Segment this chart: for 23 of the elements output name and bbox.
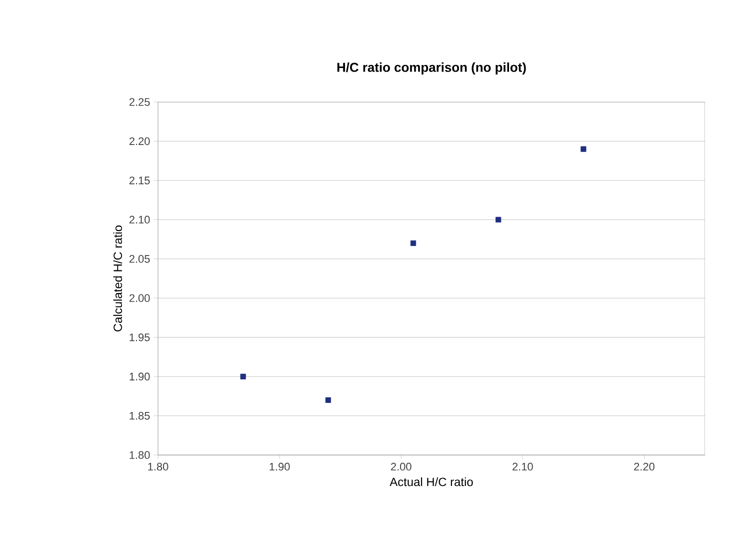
y-tick-label: 2.00: [129, 294, 150, 302]
x-tick-label: 2.10: [512, 462, 533, 471]
y-tick-label: 1.90: [130, 372, 150, 380]
y-tick-label: 1.95: [130, 333, 150, 342]
point: [580, 146, 586, 152]
chart-title: H/C ratio comparison (no pilot): [337, 62, 526, 74]
y-axis-title: Calculated H/C ratio: [113, 226, 122, 332]
y-tick-label: 2.25: [129, 98, 150, 106]
x-tick-label: 2.20: [634, 462, 654, 471]
x-tick-label: 1.90: [270, 462, 290, 471]
point: [496, 216, 502, 222]
y-tick-label: 2.05: [129, 255, 150, 263]
y-tick-label: 2.15: [129, 176, 150, 184]
point: [410, 240, 416, 246]
y-tick-label: 2.20: [129, 137, 150, 146]
x-tick-label: 1.80: [148, 462, 168, 471]
y-tick-label: 1.80: [130, 451, 150, 459]
x-tick-label: 2.00: [390, 462, 412, 471]
x-axis-title: Actual H/C ratio: [390, 477, 473, 486]
point: [325, 397, 331, 403]
point: [240, 374, 246, 380]
y-tick-label: 1.85: [130, 412, 150, 420]
y-tick-label: 2.10: [129, 216, 150, 224]
